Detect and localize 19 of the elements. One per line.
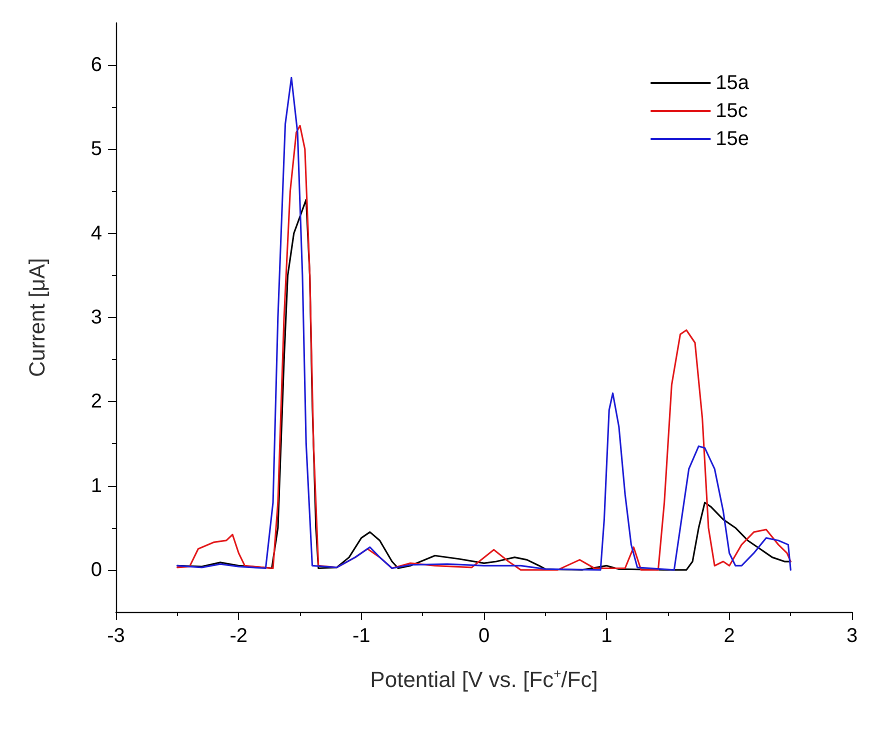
y-tick-label: 0: [90, 558, 102, 581]
x-tick-label: -3: [107, 625, 125, 647]
x-tick-label: 0: [478, 625, 490, 647]
x-tick-label: -1: [352, 625, 370, 647]
legend-label: 15a: [716, 72, 750, 94]
x-tick-label: 3: [846, 625, 858, 647]
x-axis-title: Potential [V vs. [Fc+/Fc]: [370, 666, 598, 692]
y-tick-label: 5: [90, 138, 102, 160]
x-tick-label: 1: [601, 625, 612, 647]
x-tick-label: -2: [230, 625, 248, 647]
y-tick-label: 1: [90, 474, 102, 497]
y-tick-label: 4: [90, 222, 102, 244]
y-axis-title: Current [μA]: [24, 258, 50, 378]
x-tick-label: 2: [724, 625, 735, 647]
y-tick-label: 6: [90, 54, 102, 76]
legend-label: 15e: [716, 128, 750, 150]
y-tick-label: 3: [90, 306, 102, 328]
legend-label: 15c: [716, 100, 748, 122]
y-tick-label: 2: [90, 390, 102, 413]
